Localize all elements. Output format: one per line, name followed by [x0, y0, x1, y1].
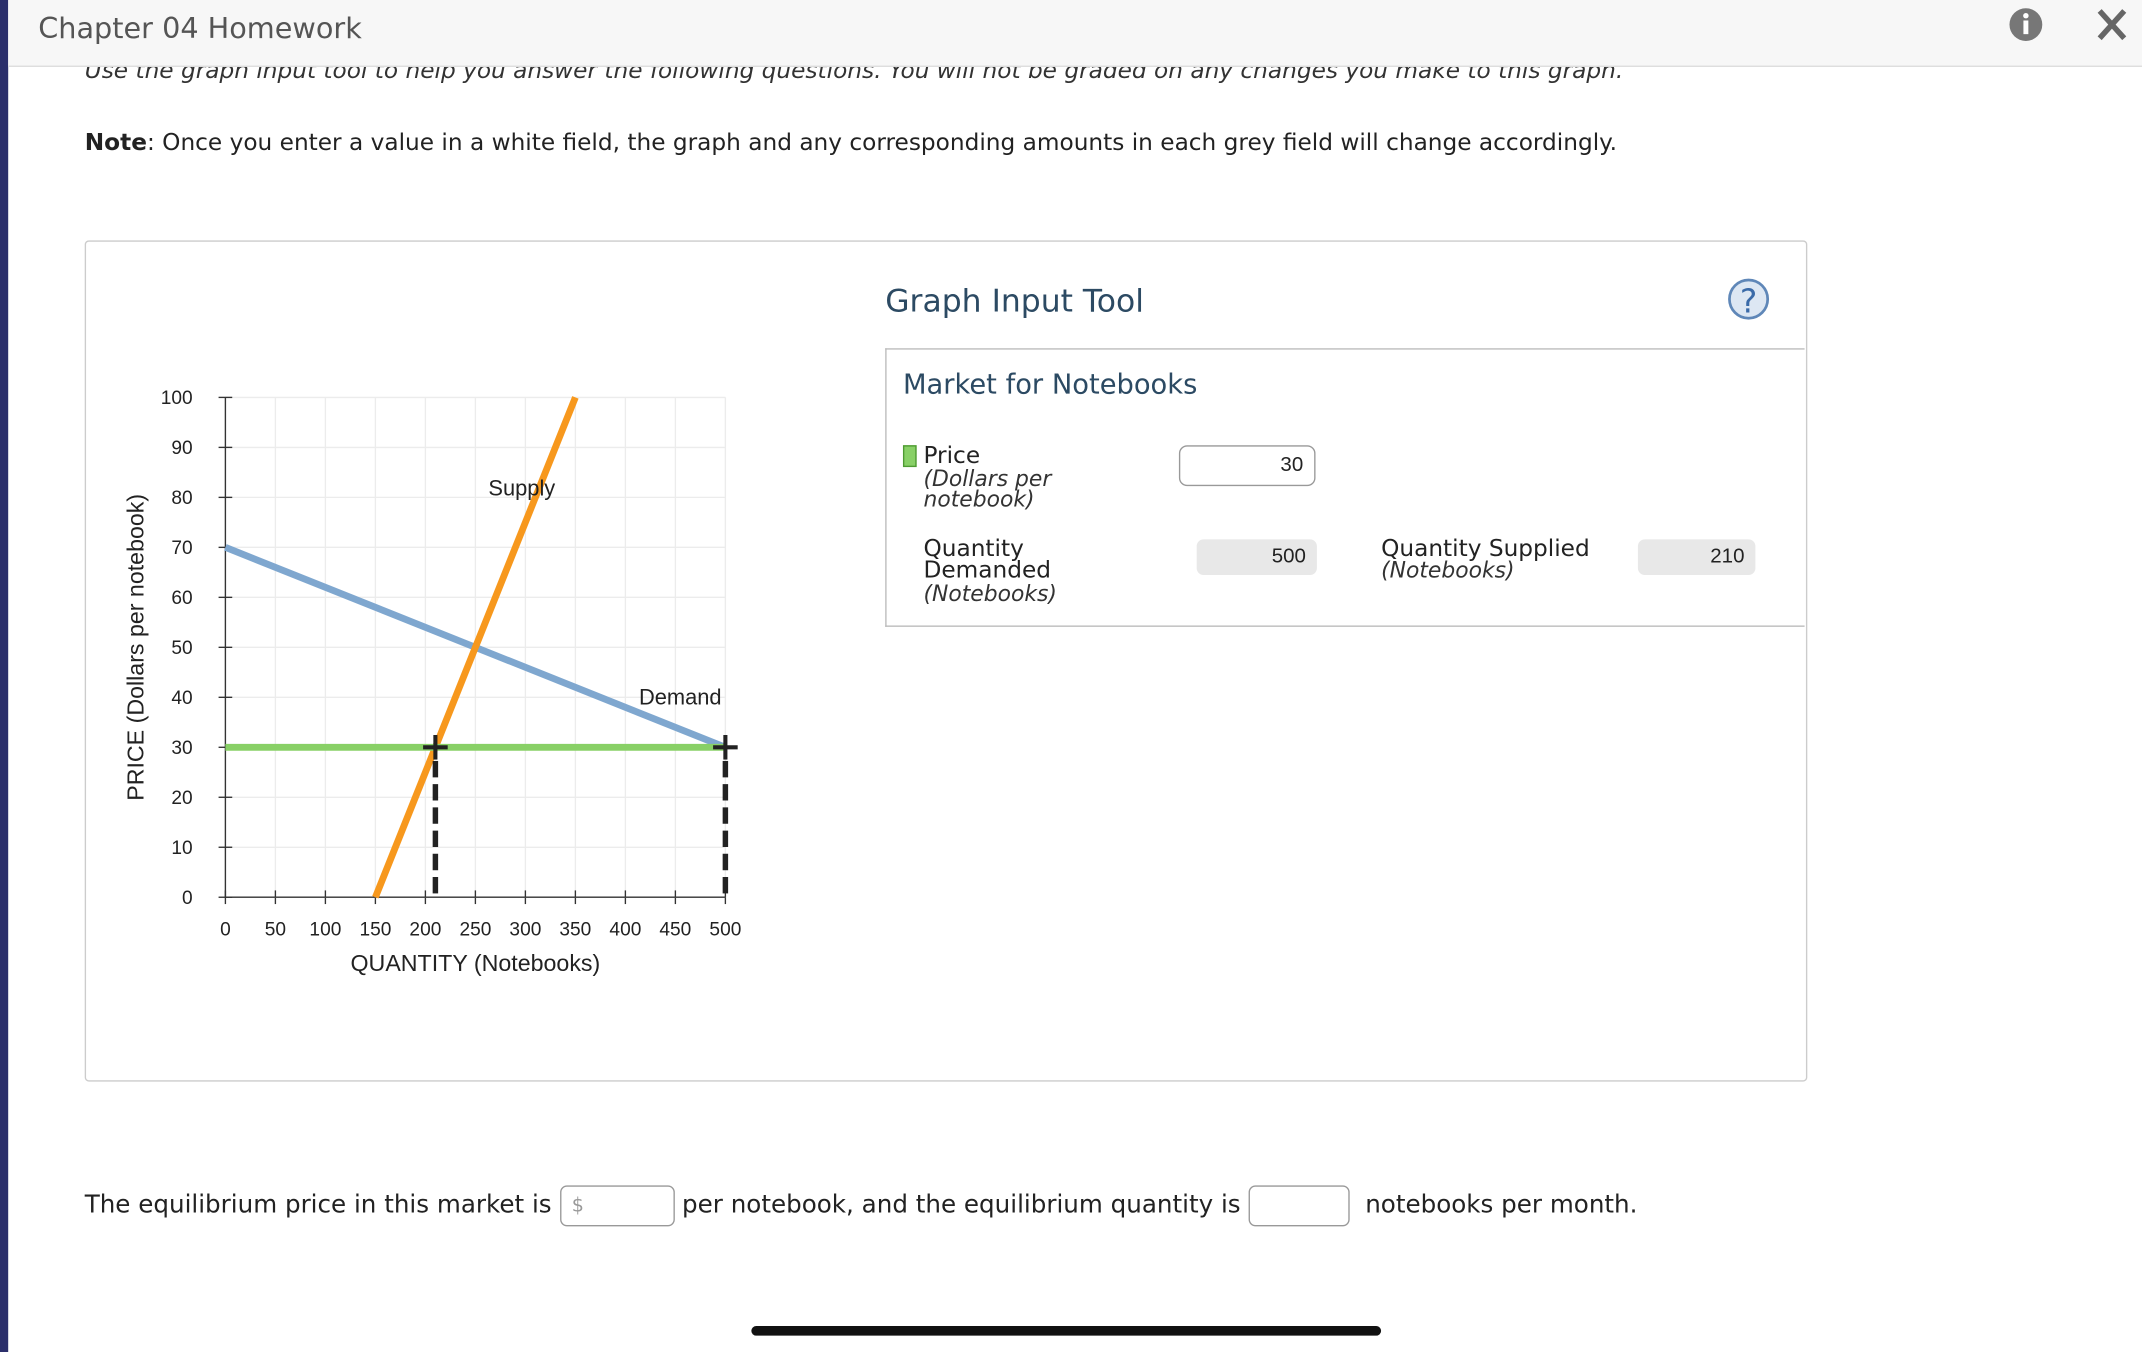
- x-tick-label: 400: [609, 919, 641, 940]
- x-tick-label: 50: [265, 919, 286, 940]
- series-label: Demand: [639, 685, 722, 710]
- qd-label: Quantity Demanded: [923, 535, 1051, 585]
- left-stripe: [0, 0, 9, 1352]
- quantity-answer[interactable]: [1248, 1185, 1350, 1227]
- y-tick-label: 60: [171, 588, 192, 609]
- home-indicator: [751, 1326, 1382, 1336]
- y-tick-label: 10: [171, 838, 192, 859]
- x-tick-label: 0: [220, 919, 231, 940]
- x-tick-label: 350: [559, 919, 591, 940]
- x-tick-label: 250: [459, 919, 491, 940]
- y-tick-label: 90: [171, 438, 192, 459]
- x-tick-label: 150: [359, 919, 391, 940]
- y-tick-label: 20: [171, 788, 192, 809]
- x-tick-label: 300: [509, 919, 541, 940]
- question-part2: per notebook, and the equilibrium quanti…: [682, 1190, 1241, 1220]
- tool-panel: [885, 348, 1805, 627]
- x-tick-label: 200: [409, 919, 441, 940]
- close-button[interactable]: [2097, 9, 2127, 41]
- question: The equilibrium price in this market is …: [85, 1184, 1638, 1228]
- x-tick-label: 500: [709, 919, 741, 940]
- x-tick-label: 450: [659, 919, 691, 940]
- price-label: Price: [923, 442, 981, 470]
- tool-title: Graph Input Tool: [885, 284, 1144, 320]
- question-part1: The equilibrium price in this market is: [84, 1190, 552, 1220]
- qd-unit: (Notebooks): [923, 580, 1057, 607]
- market-title: Market for Notebooks: [902, 367, 1198, 401]
- info-button[interactable]: [2009, 8, 2043, 41]
- series-line: [372, 396, 579, 899]
- price-input[interactable]: 30: [1178, 445, 1316, 487]
- price-unit: (Dollars per notebook): [923, 465, 1052, 513]
- y-tick-label: 100: [161, 388, 193, 409]
- qd-field: 500: [1196, 539, 1317, 575]
- y-tick-label: 70: [171, 538, 192, 559]
- note-text: : Once you enter a value in a white fiel…: [146, 129, 1617, 158]
- price-swatch: [902, 445, 917, 468]
- help-button[interactable]: ?: [1728, 278, 1770, 321]
- x-tick-label: 100: [309, 919, 341, 940]
- header-title: Chapter 04 Homework: [38, 12, 362, 46]
- header-bar: Chapter 04 Homework: [8, 0, 2142, 67]
- qs-field: 210: [1637, 539, 1756, 575]
- price-answer[interactable]: $: [559, 1185, 675, 1227]
- note: Note: Once you enter a value in a white …: [85, 130, 1617, 157]
- x-axis-label: QUANTITY (Notebooks): [351, 950, 601, 976]
- header-icons: [2009, 8, 2127, 41]
- qs-label: Quantity Supplied: [1381, 535, 1590, 563]
- y-tick-label: 80: [171, 488, 192, 509]
- question-part3: notebooks per month.: [1365, 1190, 1638, 1220]
- y-axis-label: PRICE (Dollars per notebook): [122, 494, 148, 801]
- y-tick-label: 40: [171, 688, 192, 709]
- y-tick-label: 30: [171, 738, 192, 759]
- series-label: Supply: [488, 476, 555, 501]
- graph-box: [84, 240, 1808, 1082]
- y-tick-label: 50: [171, 638, 192, 659]
- qs-unit: (Notebooks): [1381, 557, 1515, 584]
- note-label: Note: [84, 129, 147, 158]
- y-tick-label: 0: [182, 888, 193, 909]
